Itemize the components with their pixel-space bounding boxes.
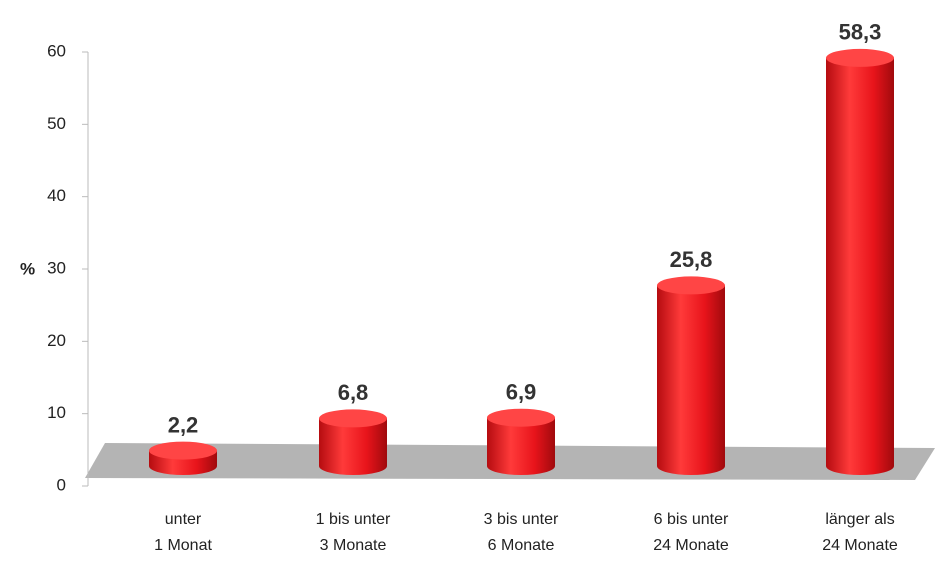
value-label: 25,8 [670, 247, 713, 272]
y-axis-label: % [20, 259, 35, 278]
x-tick-label: 24 Monate [653, 537, 729, 554]
value-label: 2,2 [168, 412, 199, 437]
y-tick-label: 0 [57, 475, 66, 494]
x-tick-label: länger als [825, 511, 894, 528]
bar-top [319, 409, 387, 428]
bar-top [149, 441, 217, 460]
value-label: 6,8 [338, 380, 369, 405]
y-tick-label: 30 [47, 258, 66, 277]
bar [657, 285, 725, 475]
x-tick-label: 3 bis unter [484, 511, 559, 528]
bar-top [487, 408, 555, 427]
bar [826, 57, 894, 476]
value-label: 6,9 [506, 380, 537, 405]
x-tick-label: 1 bis unter [316, 511, 391, 528]
bar [487, 417, 555, 475]
y-tick-label: 50 [47, 114, 66, 133]
x-tick-label: 6 bis unter [654, 511, 729, 528]
bar-top [657, 276, 725, 295]
bar [319, 418, 387, 475]
x-tick-label: unter [165, 511, 202, 528]
bar-top [826, 48, 894, 67]
x-tick-label: 6 Monate [488, 537, 555, 554]
y-tick-label: 60 [47, 41, 66, 60]
x-tick-label: 3 Monate [320, 537, 387, 554]
y-tick-label: 20 [47, 331, 66, 350]
x-tick-label: 24 Monate [822, 537, 898, 554]
y-tick-label: 10 [47, 403, 66, 422]
x-tick-label: 1 Monat [154, 537, 212, 554]
value-label: 58,3 [839, 20, 882, 45]
y-tick-label: 40 [47, 186, 66, 205]
